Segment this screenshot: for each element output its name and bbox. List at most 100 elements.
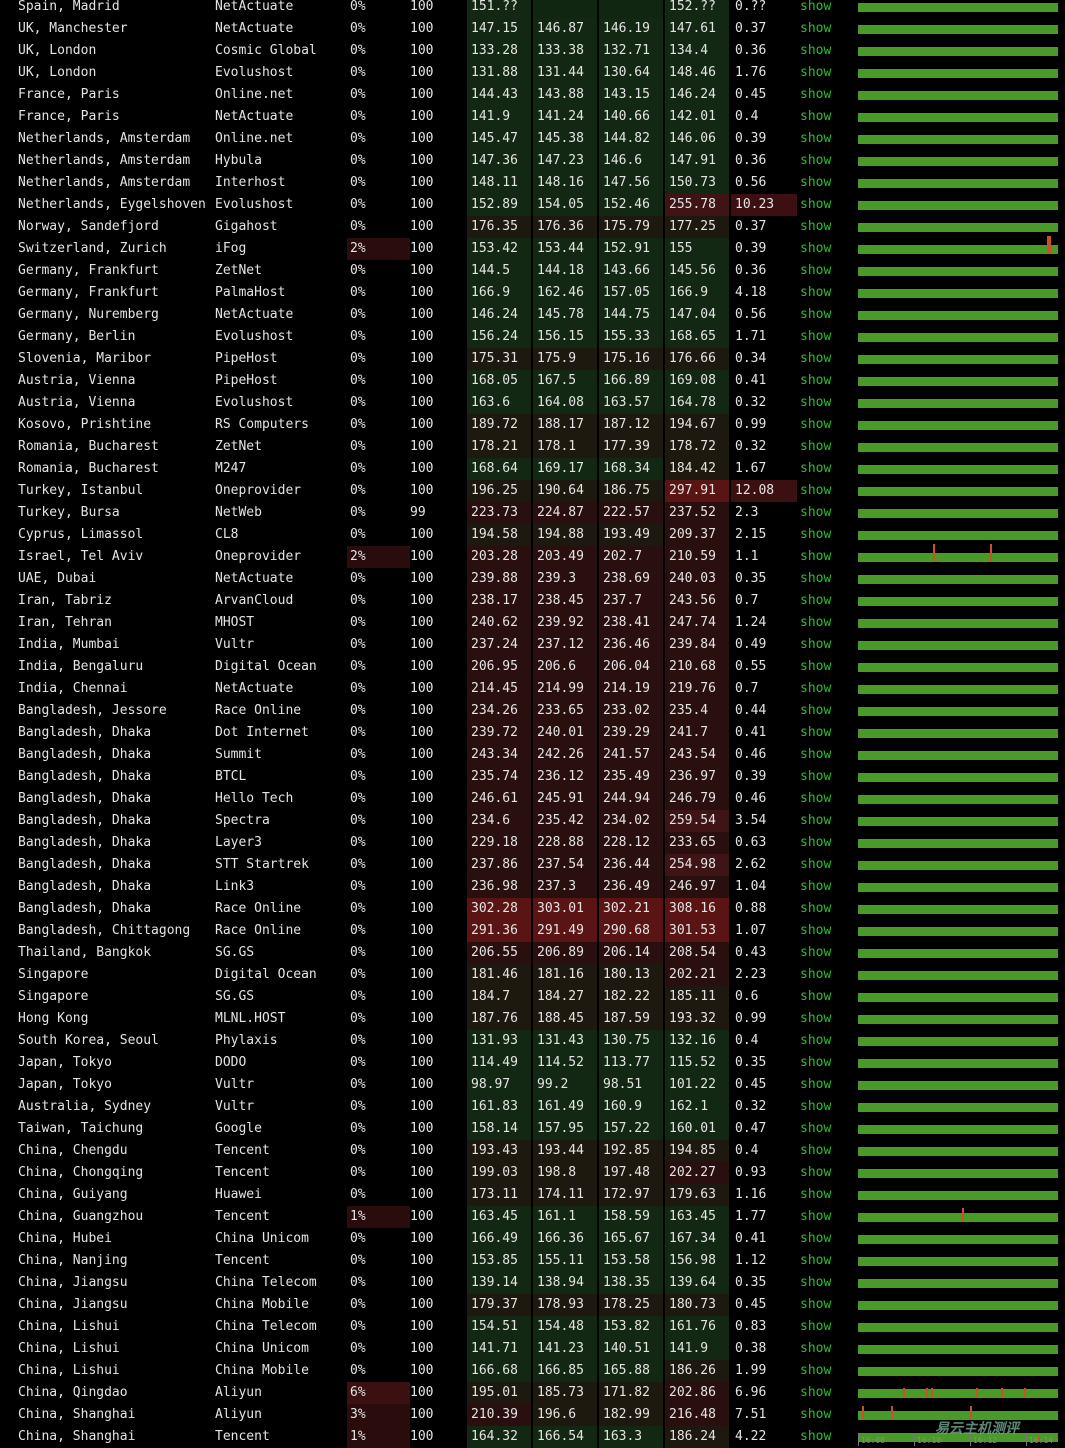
show-link[interactable]: show	[800, 1055, 832, 1070]
show-link[interactable]: show	[800, 483, 832, 498]
show-link[interactable]: show	[800, 153, 832, 168]
avg-cell: 239.3	[533, 568, 597, 590]
show-link[interactable]: show	[800, 791, 832, 806]
avg-cell: 162.46	[533, 282, 597, 304]
sent-cell: 100	[410, 395, 434, 410]
show-link[interactable]: show	[800, 1275, 832, 1290]
show-link[interactable]: show	[800, 901, 832, 916]
show-link[interactable]: show	[800, 285, 832, 300]
show-link[interactable]: show	[800, 109, 832, 124]
show-link[interactable]: show	[800, 1165, 832, 1180]
latency-sparkline	[858, 25, 1058, 34]
show-link[interactable]: show	[800, 0, 832, 14]
show-link[interactable]: show	[800, 813, 832, 828]
show-link[interactable]: show	[800, 527, 832, 542]
avg-cell: 184.27	[533, 986, 597, 1008]
show-link[interactable]: show	[800, 373, 832, 388]
show-link[interactable]: show	[800, 989, 832, 1004]
stdev-cell: 1.04	[735, 879, 767, 894]
stdev-cell: 0.35	[735, 571, 767, 586]
stdev-cell: 12.08	[731, 480, 797, 502]
show-link[interactable]: show	[800, 571, 832, 586]
show-link[interactable]: show	[800, 395, 832, 410]
avg-cell: 131.44	[533, 62, 597, 84]
stdev-cell: 0.44	[735, 703, 767, 718]
show-link[interactable]: show	[800, 131, 832, 146]
avg-cell: 224.87	[533, 502, 597, 524]
show-link[interactable]: show	[800, 1297, 832, 1312]
show-link[interactable]: show	[800, 263, 832, 278]
show-link[interactable]: show	[800, 637, 832, 652]
loss-cell: 0%	[350, 197, 366, 212]
show-link[interactable]: show	[800, 175, 832, 190]
show-link[interactable]: show	[800, 1077, 832, 1092]
show-link[interactable]: show	[800, 659, 832, 674]
loss-cell: 0%	[350, 769, 366, 784]
show-link[interactable]: show	[800, 1033, 832, 1048]
show-link[interactable]: show	[800, 43, 832, 58]
show-link[interactable]: show	[800, 417, 832, 432]
show-link[interactable]: show	[800, 219, 832, 234]
worst-cell: 160.01	[665, 1118, 729, 1140]
show-link[interactable]: show	[800, 769, 832, 784]
show-link[interactable]: show	[800, 967, 832, 982]
latency-sparkline	[858, 1037, 1058, 1046]
show-link[interactable]: show	[800, 1407, 832, 1422]
loss-spike	[903, 1388, 905, 1398]
show-link[interactable]: show	[800, 549, 832, 564]
show-link[interactable]: show	[800, 593, 832, 608]
latency-sparkline	[858, 135, 1058, 144]
show-link[interactable]: show	[800, 1429, 832, 1444]
show-link[interactable]: show	[800, 505, 832, 520]
show-link[interactable]: show	[800, 439, 832, 454]
last-cell: 168.05	[467, 370, 531, 392]
table-row: China, Lishui China Unicom 0% 100 141.71 141.…	[0, 1338, 1065, 1360]
show-link[interactable]: show	[800, 747, 832, 762]
show-link[interactable]: show	[800, 1231, 832, 1246]
show-link[interactable]: show	[800, 923, 832, 938]
avg-cell: 155.11	[533, 1250, 597, 1272]
last-cell: 187.76	[467, 1008, 531, 1030]
show-link[interactable]: show	[800, 197, 832, 212]
show-link[interactable]: show	[800, 461, 832, 476]
show-link[interactable]: show	[800, 945, 832, 960]
show-link[interactable]: show	[800, 1253, 832, 1268]
show-link[interactable]: show	[800, 1187, 832, 1202]
show-link[interactable]: show	[800, 1011, 832, 1026]
show-link[interactable]: show	[800, 879, 832, 894]
avg-cell: 145.38	[533, 128, 597, 150]
stdev-cell: 1.07	[735, 923, 767, 938]
avg-cell	[533, 0, 597, 18]
table-row: Turkey, Bursa NetWeb 0% 99 223.73 224.87 222.5…	[0, 502, 1065, 524]
show-link[interactable]: show	[800, 329, 832, 344]
show-link[interactable]: show	[800, 725, 832, 740]
loss-spike	[926, 1388, 928, 1398]
show-link[interactable]: show	[800, 87, 832, 102]
best-cell: 228.12	[599, 832, 663, 854]
show-link[interactable]: show	[800, 1319, 832, 1334]
show-link[interactable]: show	[800, 351, 832, 366]
show-link[interactable]: show	[800, 1341, 832, 1356]
show-link[interactable]: show	[800, 1121, 832, 1136]
show-link[interactable]: show	[800, 1143, 832, 1158]
show-link[interactable]: show	[800, 241, 832, 256]
location-cell: Germany, Frankfurt	[18, 263, 159, 278]
show-link[interactable]: show	[800, 1209, 832, 1224]
show-link[interactable]: show	[800, 857, 832, 872]
show-link[interactable]: show	[800, 681, 832, 696]
show-link[interactable]: show	[800, 1363, 832, 1378]
show-link[interactable]: show	[800, 65, 832, 80]
location-cell: China, Lishui	[18, 1319, 120, 1334]
loss-spike	[976, 1388, 978, 1398]
show-link[interactable]: show	[800, 703, 832, 718]
sent-cell: 100	[410, 263, 434, 278]
show-link[interactable]: show	[800, 307, 832, 322]
last-cell: 166.9	[467, 282, 531, 304]
show-link[interactable]: show	[800, 1099, 832, 1114]
show-link[interactable]: show	[800, 21, 832, 36]
show-link[interactable]: show	[800, 835, 832, 850]
watermark-text: 易云主机测评	[935, 1421, 1019, 1437]
show-link[interactable]: show	[800, 1385, 832, 1400]
show-link[interactable]: show	[800, 615, 832, 630]
table-row: Bangladesh, Chittagong Race Online 0% 100 29…	[0, 920, 1065, 942]
